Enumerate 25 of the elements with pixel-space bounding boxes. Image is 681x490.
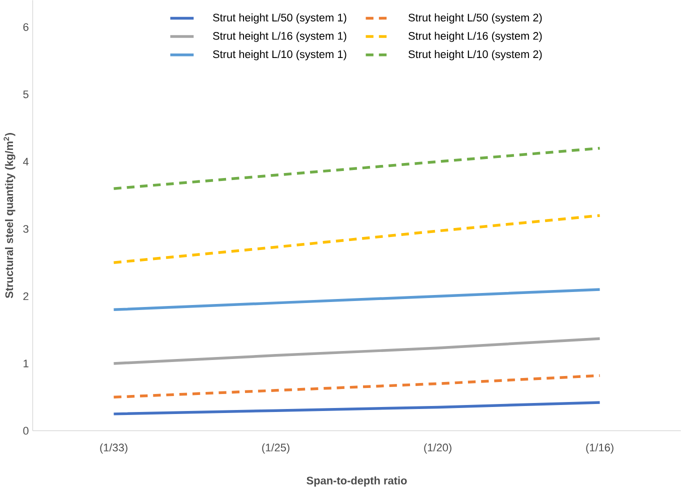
- legend-label: Strut height L/50 (system 1): [213, 13, 346, 24]
- y-axis-title: Structural steel quantity (kg/m$^{2}$): [4, 132, 16, 298]
- line-series: [112, 337, 602, 365]
- legend-label: Strut height L/10 (system 2): [408, 50, 542, 60]
- y-tick-label: 3: [23, 224, 28, 233]
- legend-label: Strut height L/50 (system 2): [408, 13, 542, 24]
- legend-label: Strut height L/16 (system 2): [408, 32, 542, 42]
- y-tick-label: 0: [23, 426, 28, 435]
- line-series: [112, 374, 602, 398]
- y-tick-label: 6: [23, 23, 28, 31]
- y-tick-label: 1: [24, 360, 28, 368]
- line-series: [112, 214, 602, 264]
- x-tick-label: (1/20): [424, 443, 452, 454]
- line-series: [112, 401, 602, 416]
- y-tick-label: 5: [23, 90, 28, 98]
- line-series: [112, 288, 602, 311]
- y-tick-label: 4: [23, 158, 29, 166]
- x-axis-title: Span-to-depth ratio: [306, 476, 407, 486]
- x-tick-label: (1/25): [262, 443, 290, 454]
- line-series: [112, 146, 602, 190]
- x-tick-label: (1/16): [586, 443, 614, 454]
- legend-label: Strut height L/10 (system 1): [213, 50, 346, 60]
- legend-label: Strut height L/16 (system 1): [213, 32, 346, 42]
- x-tick-label: (1/33): [100, 443, 128, 454]
- y-tick-label: 2: [23, 292, 28, 300]
